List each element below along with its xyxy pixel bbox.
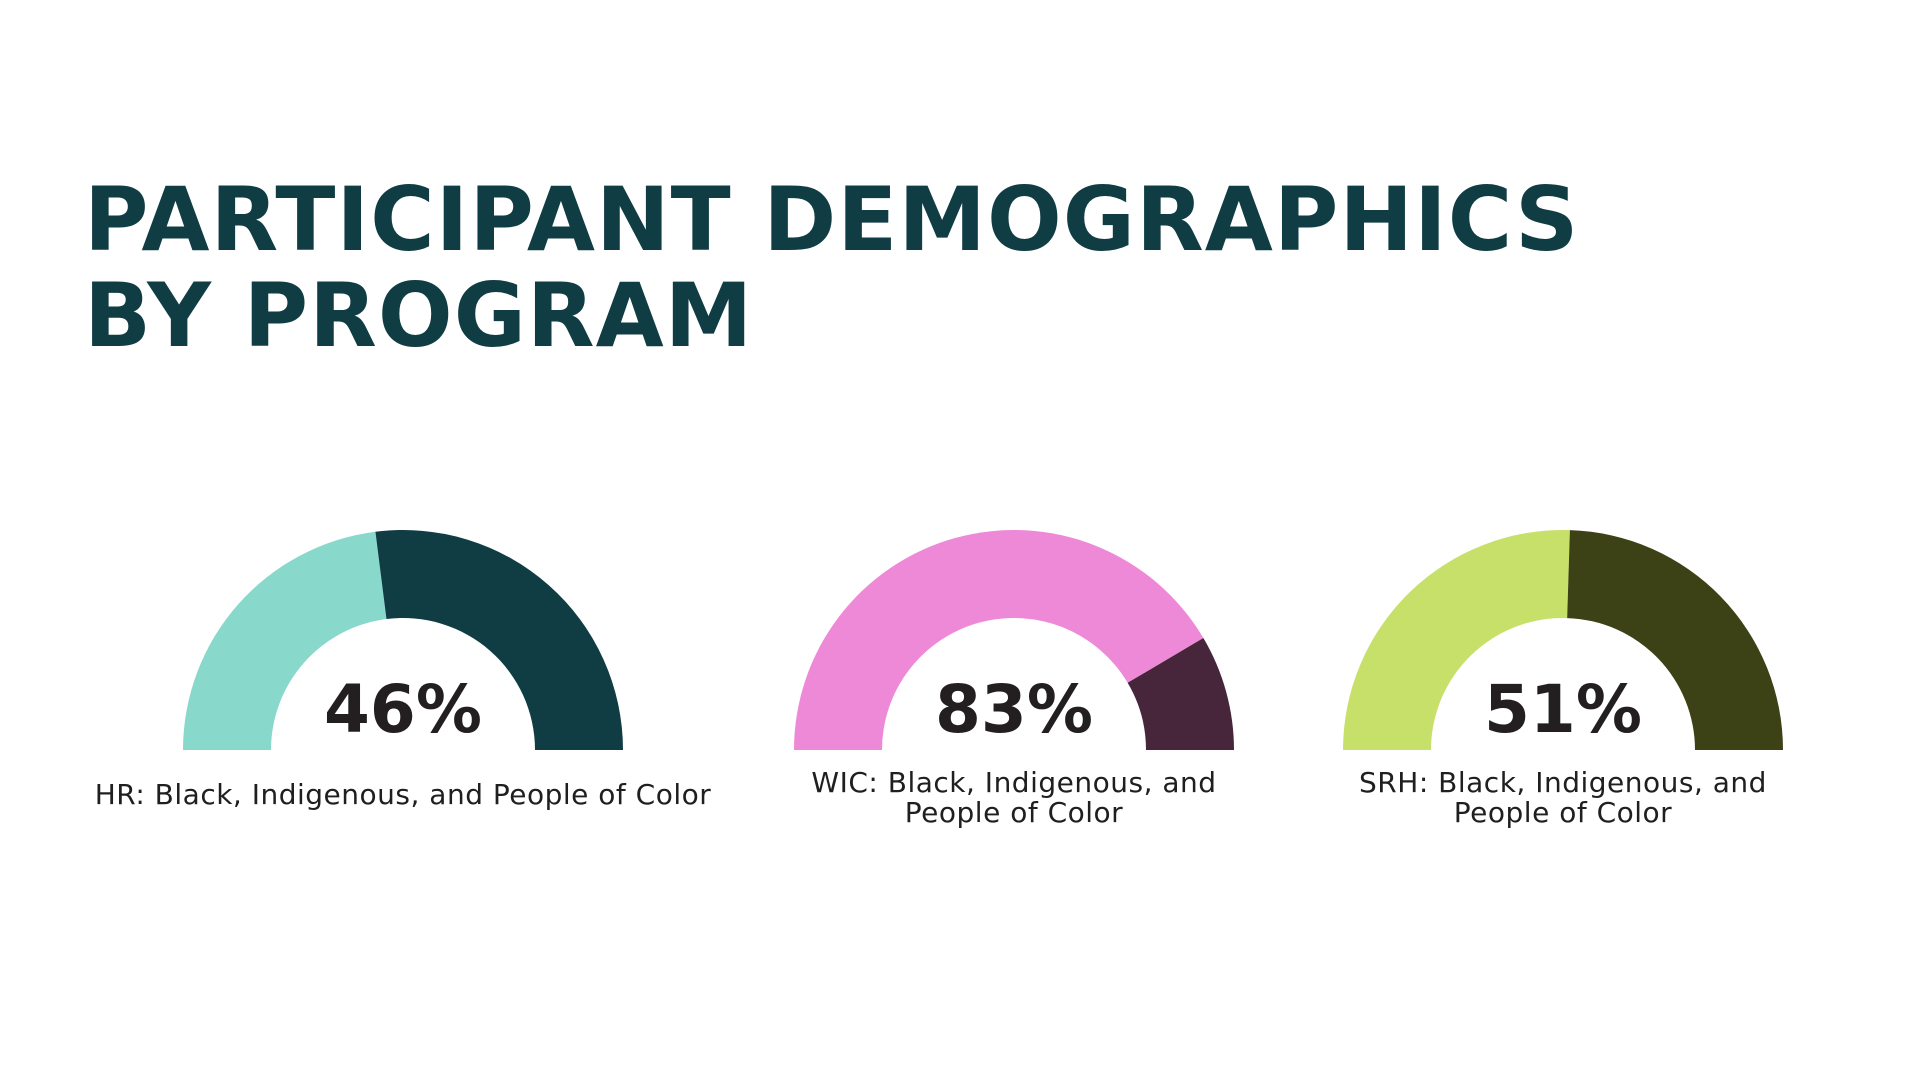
gauge-1: 46% HR: Black, Indigenous, and People of … <box>95 530 712 811</box>
gauge-category-label: People of Color <box>1454 796 1672 829</box>
gauge-filled-arc <box>183 531 387 750</box>
gauge-category-label: People of Color <box>905 796 1123 829</box>
page-title: PARTICIPANT DEMOGRAPHICS BY PROGRAM <box>84 172 1579 364</box>
gauge-remainder-arc <box>1567 530 1783 750</box>
gauge-remainder-arc <box>375 530 623 750</box>
gauge-category-label: HR: Black, Indigenous, and People of Col… <box>95 778 712 811</box>
gauge-category-label: WIC: Black, Indigenous, and <box>811 766 1216 799</box>
gauge-category-label: SRH: Black, Indigenous, and <box>1359 766 1767 799</box>
title-line-2: BY PROGRAM <box>84 264 754 367</box>
gauge-value-label: 46% <box>324 671 482 748</box>
title-line-1: PARTICIPANT DEMOGRAPHICS <box>84 168 1580 271</box>
gauge-filled-arc <box>794 530 1204 750</box>
gauge-remainder-arc <box>1127 638 1234 750</box>
gauge-value-label: 51% <box>1484 671 1642 748</box>
gauge-value-label: 83% <box>935 671 1093 748</box>
gauge-filled-arc <box>1343 530 1570 750</box>
